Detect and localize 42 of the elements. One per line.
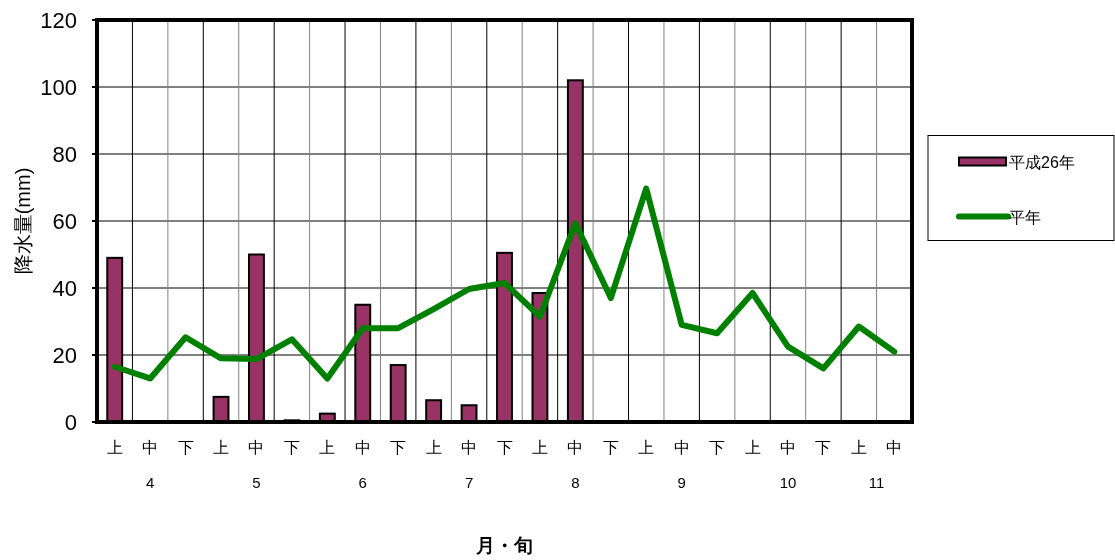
x-tick-label: 中 <box>142 439 159 456</box>
x-tick-label: 上 <box>744 439 761 456</box>
x-tick-label: 下 <box>709 439 726 456</box>
text: 4 <box>145 474 155 491</box>
y-tick-label: 40 <box>52 276 77 301</box>
x-tick-label: 下 <box>815 439 832 456</box>
x-tick-label: 中 <box>354 439 371 456</box>
legend-label: 平成26年 <box>1009 153 1075 171</box>
y-tick-label: 80 <box>52 142 77 167</box>
y-tick-label: 20 <box>52 343 77 368</box>
x-tick-label: 上 <box>213 439 230 456</box>
x-tick-label: 上 <box>106 439 123 456</box>
x-tick-label: 下 <box>602 439 619 456</box>
x-tick-label: 上 <box>531 439 548 456</box>
text: 10 <box>779 474 797 491</box>
x-tick-label: 上 <box>319 439 336 456</box>
x-tick-label: 中 <box>886 439 903 456</box>
y-tick-label: 60 <box>52 209 77 234</box>
text: 5 <box>252 474 261 491</box>
y-tick-label: 120 <box>40 8 77 33</box>
text: 7 <box>464 474 474 491</box>
text: 8 <box>571 474 580 491</box>
x-tick-label: 中 <box>248 439 265 456</box>
x-tick-label: 中 <box>567 439 584 456</box>
x-tick-label: 中 <box>779 439 796 456</box>
x-tick-label: 中 <box>673 439 690 456</box>
x-tick-label: 上 <box>425 439 442 456</box>
text: 9 <box>677 474 686 491</box>
x-axis-title: 月・旬 <box>475 535 533 556</box>
y-tick-label: 100 <box>40 75 77 100</box>
text: 11 <box>868 474 885 491</box>
legend-label: 平年 <box>1009 208 1041 226</box>
x-tick-label: 上 <box>638 439 655 456</box>
text: 6 <box>358 474 367 491</box>
x-tick-label: 下 <box>283 439 300 456</box>
x-tick-label: 下 <box>390 439 407 456</box>
y-tick-label: 0 <box>64 410 77 435</box>
y-axis-title: 降水量(mm) <box>12 167 34 275</box>
x-tick-label: 上 <box>850 439 867 456</box>
x-tick-label: 下 <box>496 439 513 456</box>
x-tick-label: 下 <box>177 439 194 456</box>
x-tick-label: 中 <box>461 439 478 456</box>
